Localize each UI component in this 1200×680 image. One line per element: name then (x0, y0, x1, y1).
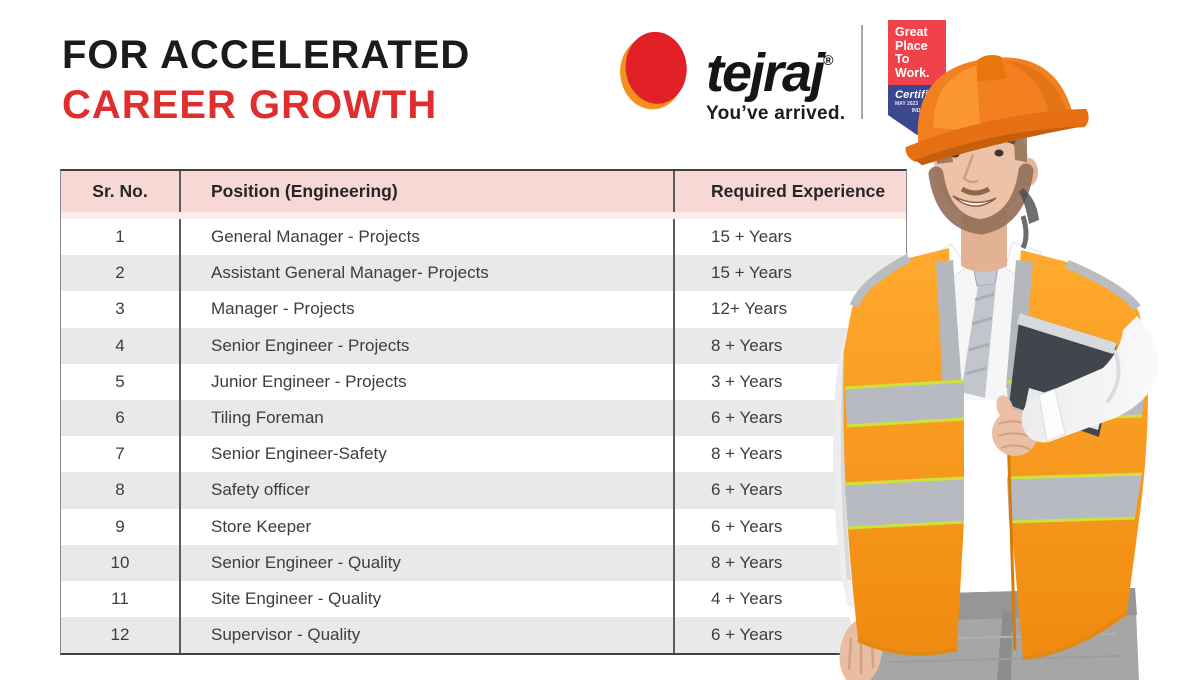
helmet-strap (1019, 188, 1039, 224)
row-position: Supervisor - Quality (179, 617, 673, 654)
table-body: 1 General Manager - Projects 15 + Years … (61, 219, 906, 654)
row-position: Store Keeper (179, 508, 673, 545)
table-row: 10 Senior Engineer - Quality 8 + Years (61, 544, 906, 581)
table-row: 9 Store Keeper 6 + Years (61, 508, 906, 545)
row-sr-no: 6 (115, 408, 125, 428)
gptw-line: Great (895, 25, 928, 39)
positions-table: Sr. No. Position (Engineering) Required … (60, 169, 907, 656)
header-sr-no: Sr. No. (92, 181, 148, 201)
row-experience: 6 + Years (673, 472, 906, 509)
page-title-line1: FOR ACCELERATED (62, 33, 471, 77)
brand-divider (861, 25, 863, 119)
row-position: Tiling Foreman (179, 399, 673, 437)
row-position: Assistant General Manager- Projects (179, 255, 673, 292)
row-experience: 6 + Years (673, 617, 906, 654)
row-position: Manager - Projects (179, 291, 673, 328)
gptw-badge-top: Great Place To Work. (888, 20, 946, 85)
row-sr-no: 2 (115, 263, 125, 283)
row-position: Junior Engineer - Projects (179, 363, 673, 400)
table-row: 11 Site Engineer - Quality 4 + Years (61, 580, 906, 618)
table-row: 12 Supervisor - Quality 6 + Years (61, 617, 906, 654)
row-experience: 8 + Years (673, 436, 906, 473)
row-experience: 15 + Years (673, 255, 906, 292)
registered-mark: ® (823, 52, 834, 68)
table-row: 3 Manager - Projects 12+ Years (61, 291, 906, 328)
row-experience: 6 + Years (673, 399, 906, 437)
row-position: Senior Engineer - Quality (179, 544, 673, 581)
page-title: FOR ACCELERATED CAREER GROWTH (62, 30, 470, 130)
row-sr-no: 5 (115, 371, 125, 391)
hard-hat (905, 55, 1089, 166)
header-position: Position (Engineering) (179, 171, 673, 212)
table-header-row: Sr. No. Position (Engineering) Required … (61, 171, 906, 212)
row-experience: 4 + Years (673, 580, 906, 618)
row-position: General Manager - Projects (179, 219, 673, 256)
worker-photo (833, 55, 1159, 680)
gptw-line: Place (895, 38, 928, 53)
row-sr-no: 11 (111, 588, 129, 608)
row-sr-no: 1 (115, 227, 125, 247)
page-title-line2: CAREER GROWTH (62, 83, 438, 127)
brand-logo: tejraj® You’ve arrived. (616, 28, 845, 125)
table-row: 8 Safety officer 6 + Years (61, 472, 906, 509)
table-row: 4 Senior Engineer - Projects 8 + Years (61, 327, 906, 364)
table-row: 6 Tiling Foreman 6 + Years (61, 399, 906, 437)
row-position: Site Engineer - Quality (179, 580, 673, 618)
table-row: 5 Junior Engineer - Projects 3 + Years (61, 363, 906, 400)
table-row: 7 Senior Engineer-Safety 8 + Years (61, 436, 906, 473)
row-position: Safety officer (179, 472, 673, 509)
left-forearm-sleeve (1021, 316, 1159, 443)
table-row: 2 Assistant General Manager- Projects 15… (61, 255, 906, 292)
brand-name: tejraj® (706, 34, 845, 100)
gptw-line: Work. (895, 65, 930, 80)
row-sr-no: 7 (115, 444, 125, 464)
row-sr-no: 9 (115, 516, 125, 536)
gptw-date-label: MAY 2023 (895, 101, 919, 107)
row-sr-no: 8 (115, 480, 125, 500)
row-experience: 6 + Years (673, 508, 906, 545)
row-sr-no: 12 (110, 625, 130, 645)
table-row: 1 General Manager - Projects 15 + Years (61, 219, 906, 256)
safety-vest-left (843, 248, 965, 656)
row-position: Senior Engineer-Safety (179, 436, 673, 473)
brand-name-text: tejraj (706, 43, 825, 103)
row-sr-no: 3 (115, 299, 125, 319)
brand-text: tejraj® You’ve arrived. (706, 32, 845, 125)
row-experience: 12+ Years (673, 291, 906, 328)
row-experience: 15 + Years (673, 219, 906, 256)
row-experience: 8 + Years (673, 327, 906, 364)
gptw-india-label: INDIA (911, 108, 926, 114)
row-experience: 3 + Years (673, 363, 906, 400)
row-experience: 8 + Years (673, 544, 906, 581)
table-header-strip (61, 212, 906, 219)
row-position: Senior Engineer - Projects (179, 327, 673, 364)
brand-tagline: You’ve arrived. (706, 103, 846, 124)
safety-vest-right (1005, 250, 1148, 660)
tejraj-logo-icon (616, 28, 694, 114)
header-experience: Required Experience (673, 171, 906, 212)
gptw-line: To (895, 52, 910, 66)
row-sr-no: 10 (110, 552, 130, 572)
row-sr-no: 4 (115, 335, 125, 355)
